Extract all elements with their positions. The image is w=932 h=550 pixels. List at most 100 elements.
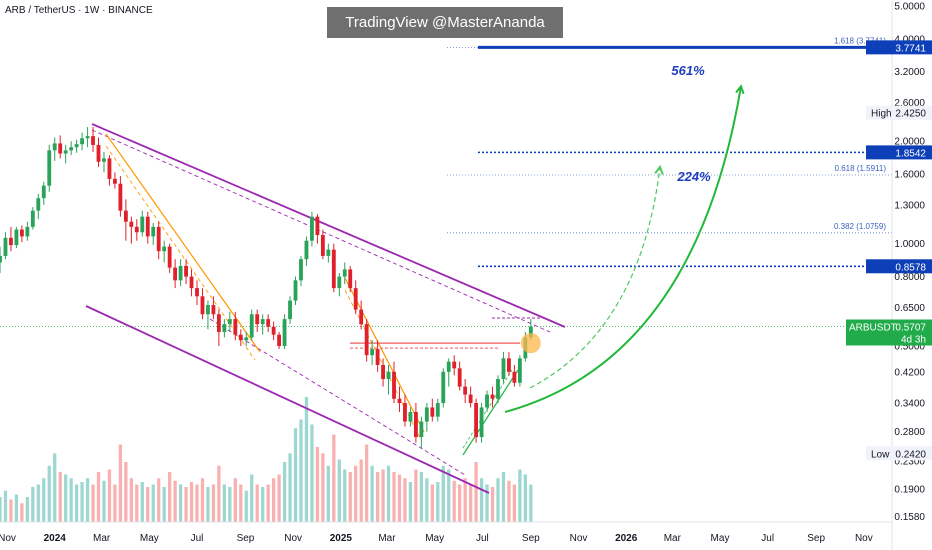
current-price-value: 0.5707 [895, 323, 926, 334]
candle-body [25, 226, 30, 237]
volume-bar [85, 478, 90, 522]
candle-body [96, 144, 101, 162]
volume-bar [36, 484, 40, 522]
volume-bar [0, 497, 2, 522]
candle-body [63, 150, 68, 154]
volume-bar [271, 478, 276, 522]
price-tick-label: 1.6000 [894, 170, 925, 181]
volume-bar [64, 474, 68, 522]
candle-body [271, 326, 276, 335]
candle-body [36, 198, 41, 211]
highlight-circle [520, 333, 541, 354]
volume-bar [42, 478, 46, 522]
candle-body [266, 319, 271, 327]
candle-body [441, 371, 446, 404]
candle-body [430, 407, 435, 417]
time-tick-label: Nov [570, 533, 588, 544]
volume-bar [239, 484, 243, 522]
candle-body [200, 296, 205, 315]
volume-bar [343, 469, 347, 522]
price-tick-label: 0.2800 [894, 427, 925, 438]
candle-body [173, 267, 178, 281]
candle-body [517, 358, 522, 383]
candle-body [129, 221, 134, 227]
volume-bar [217, 465, 221, 522]
time-tick-label: Sep [807, 533, 825, 544]
volume-bar [501, 472, 506, 522]
candle-body [195, 288, 199, 297]
volume-bar [447, 469, 451, 522]
candle-body [151, 226, 156, 237]
time-tick-label: May [425, 533, 444, 544]
candle-body [156, 226, 161, 252]
volume-bar [58, 472, 62, 522]
channel-lower-mid [209, 318, 466, 476]
volume-bar [124, 462, 128, 522]
price-tick-label: 1.3000 [894, 200, 925, 211]
volume-bar [146, 487, 150, 522]
candle-body [123, 210, 128, 222]
volume-bar [184, 487, 188, 522]
price-tick-label: 0.5000 [894, 342, 925, 353]
volume-bar [102, 480, 106, 522]
volume-bar [485, 484, 489, 522]
time-tick-label: Jul [761, 533, 774, 544]
price-tick-label: 3.2000 [894, 67, 925, 78]
candle-body [14, 229, 19, 246]
price-tick-label: 2.0000 [894, 137, 925, 148]
candle-body [249, 314, 254, 338]
time-tick-label: 2025 [330, 533, 353, 544]
candle-body [485, 394, 489, 408]
volume-bar [518, 469, 522, 522]
volume-bar [490, 487, 495, 522]
time-tick-label: Nov [855, 533, 873, 544]
price-label-text: 1.8542 [895, 148, 926, 159]
volume-bar [332, 434, 336, 522]
volume-bar [507, 480, 511, 522]
volume-bar [293, 428, 298, 522]
price-label-bg [866, 145, 932, 160]
price-tick-label: 0.4200 [894, 367, 925, 378]
candle-body [118, 183, 123, 211]
volume-bar [244, 490, 248, 522]
candle-body [474, 403, 479, 438]
candle-body [102, 158, 106, 162]
volume-bar [178, 484, 183, 522]
volume-bar [20, 503, 24, 522]
time-tick-label: Jul [191, 533, 204, 544]
candle-body [408, 411, 413, 422]
candle-body [222, 324, 227, 332]
candle-body [19, 229, 24, 237]
volume-bar [74, 484, 79, 522]
volume-bar [304, 397, 309, 522]
volume-bar [91, 484, 95, 522]
candle-body [178, 265, 183, 281]
candle-body [452, 361, 457, 369]
volume-bar [370, 465, 374, 522]
projection-arrows [504, 84, 745, 413]
volume-bar [3, 490, 8, 522]
candle-body [260, 319, 265, 325]
volume-bar [414, 469, 418, 522]
price-label-tag: High [871, 109, 892, 120]
candle-body [403, 403, 407, 422]
time-tick-label: Nov [0, 533, 16, 544]
candle-body [353, 288, 358, 310]
candle-body [413, 411, 418, 438]
volume-bar [47, 465, 51, 522]
time-tick-label: May [711, 533, 730, 544]
candle-body [145, 216, 150, 237]
volume-bar [14, 494, 19, 522]
price-tick-label: 0.6500 [894, 303, 925, 314]
volume-bar [222, 484, 227, 522]
volume-bar [288, 453, 292, 522]
fib-label: 0.382 (1.0759) [834, 222, 886, 231]
time-tick-label: 2026 [615, 533, 638, 544]
fib-levels: 1.618 (3.7741) 0.618 (1.5911) 0.382 (1.075… [0, 36, 892, 327]
candle-body [304, 240, 309, 260]
volume-bar [403, 478, 407, 522]
candle-body [80, 138, 85, 145]
candle-body [113, 178, 117, 184]
volume-bar [261, 487, 265, 522]
